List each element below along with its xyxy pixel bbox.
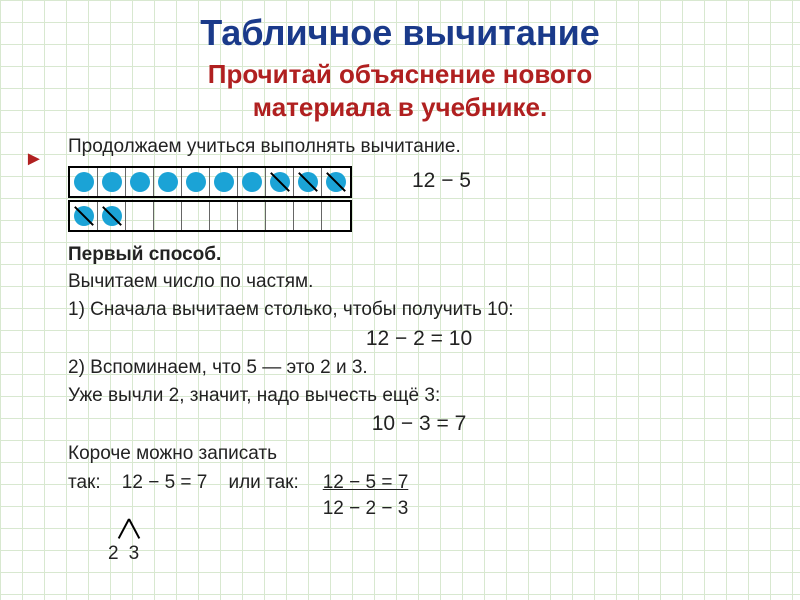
- title-text: Табличное вычитание: [200, 12, 600, 53]
- counting-cell: [266, 202, 294, 230]
- subtitle-line2: материала в учебнике.: [253, 92, 547, 122]
- counting-cell: [70, 202, 98, 230]
- final-bottom-eq: 12 − 2 − 3: [323, 496, 409, 522]
- split-line-left: [118, 519, 130, 539]
- final-left-eq: 12 − 5 = 7: [122, 472, 208, 493]
- box-row-1: 12 − 5: [68, 166, 770, 198]
- equation-1: 12 − 2 = 10: [68, 325, 770, 353]
- counting-boxes: 12 − 5: [68, 166, 770, 232]
- counting-cell: [210, 202, 238, 230]
- final-block: так: 12 − 5 = 7 или так: 12 − 5 = 7 12 −…: [68, 470, 770, 521]
- counting-cell: [294, 202, 322, 230]
- split-num-left: 2: [108, 543, 129, 564]
- counting-cell: [98, 202, 126, 230]
- content-area: Продолжаем учиться выполнять вычитание. …: [68, 134, 770, 567]
- counting-cell: [182, 168, 210, 196]
- counting-cell: [98, 168, 126, 196]
- box-row-2: [68, 200, 770, 232]
- counting-cell: [70, 168, 98, 196]
- counting-cell: [182, 202, 210, 230]
- final-top-eq: 12 − 5 = 7: [323, 470, 409, 496]
- bullet-marker: ►: [24, 148, 44, 171]
- dot-icon: [242, 172, 262, 192]
- counting-cell: [126, 202, 154, 230]
- counting-cell: [322, 202, 350, 230]
- equation-2: 10 − 3 = 7: [68, 410, 770, 438]
- counting-cell: [154, 168, 182, 196]
- split-line-right: [128, 519, 140, 539]
- split-lines: [116, 519, 166, 545]
- dot-icon: [186, 172, 206, 192]
- dot-icon: [74, 172, 94, 192]
- counting-cell: [126, 168, 154, 196]
- dot-icon: [158, 172, 178, 192]
- counting-cell: [154, 202, 182, 230]
- short-line1: Короче можно записать: [68, 441, 770, 467]
- method-title: Первый способ.: [68, 242, 770, 268]
- subtitle-line1: Прочитай объяснение нового: [208, 59, 592, 89]
- box-strip-1: [68, 166, 352, 198]
- counting-cell: [238, 168, 266, 196]
- final-right-col: 12 − 5 = 7 12 − 2 − 3: [299, 470, 409, 521]
- or-word: или так:: [228, 472, 298, 493]
- counting-cell: [266, 168, 294, 196]
- dot-icon: [214, 172, 234, 192]
- box-strip-2: [68, 200, 352, 232]
- short2-prefix: так:: [68, 472, 101, 493]
- final-left-col: так: 12 − 5 = 7 или так:: [68, 470, 299, 496]
- dot-icon: [102, 172, 122, 192]
- side-expression: 12 − 5: [412, 167, 471, 195]
- counting-cell: [210, 168, 238, 196]
- dot-icon: [130, 172, 150, 192]
- split-num-right: 3: [129, 543, 150, 564]
- method-parts: Вычитаем число по частям.: [68, 269, 770, 295]
- page-title: Табличное вычитание: [0, 12, 800, 54]
- step2a-text: 2) Вспоминаем, что 5 — это 2 и 3.: [68, 355, 770, 381]
- counting-cell: [238, 202, 266, 230]
- step2b-text: Уже вычли 2, значит, надо вычесть ещё 3:: [68, 383, 770, 409]
- step1-text: 1) Сначала вычитаем столько, чтобы получ…: [68, 297, 770, 323]
- counting-cell: [294, 168, 322, 196]
- page-subtitle: Прочитай объяснение нового материала в у…: [0, 58, 800, 123]
- split-numbers: 23: [108, 541, 770, 567]
- counting-cell: [322, 168, 350, 196]
- intro-text: Продолжаем учиться выполнять вычитание.: [68, 134, 770, 160]
